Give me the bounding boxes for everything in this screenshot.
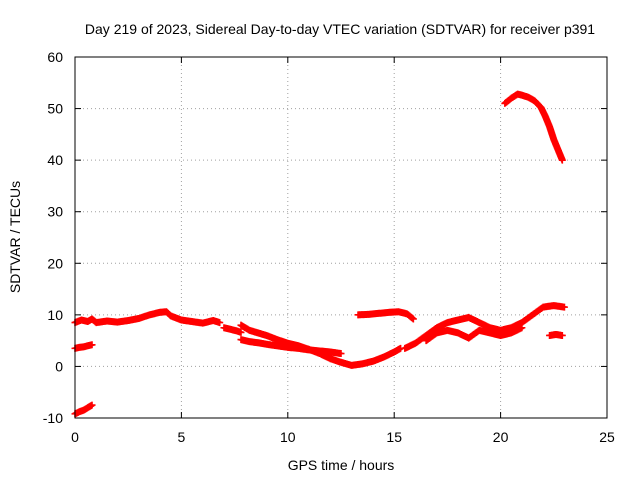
y-tick-label: 10 xyxy=(47,307,63,323)
y-tick-label: 60 xyxy=(47,49,63,65)
chart-title: Day 219 of 2023, Sidereal Day-to-day VTE… xyxy=(85,21,595,37)
x-tick-label: 10 xyxy=(280,429,296,445)
data-point xyxy=(558,156,566,164)
plot-frame xyxy=(74,56,608,419)
data-point xyxy=(558,331,566,339)
data-point xyxy=(518,324,526,332)
series-mid-decline-c xyxy=(237,336,345,358)
x-tick-label: 20 xyxy=(493,429,509,445)
data-point xyxy=(560,303,568,311)
data-point xyxy=(88,341,96,349)
series-late-tail xyxy=(546,330,566,339)
y-tick-label: 40 xyxy=(47,152,63,168)
x-axis-label: GPS time / hours xyxy=(288,457,395,473)
data-point xyxy=(237,328,245,336)
axis-ticks: 0 5 10 15 20 25 -10 0 10 20 30 40 50 60 xyxy=(43,49,615,445)
series-late-rise xyxy=(401,302,568,352)
series-mid-decline-b xyxy=(237,321,405,369)
series-mid-decline-a xyxy=(220,324,245,336)
series-high-arc xyxy=(501,90,566,164)
series-late-low xyxy=(422,324,526,345)
x-tick-label: 15 xyxy=(386,429,402,445)
series-main-early xyxy=(71,308,224,327)
data-point xyxy=(409,315,417,323)
y-tick-label: 50 xyxy=(47,101,63,117)
y-tick-label: 30 xyxy=(47,204,63,220)
series-neg-start xyxy=(71,401,96,418)
data-point xyxy=(216,319,224,327)
y-tick-label: 20 xyxy=(47,255,63,271)
x-tick-label: 0 xyxy=(71,429,79,445)
y-tick-label: 0 xyxy=(55,358,63,374)
data-point xyxy=(337,350,345,358)
series-low-start xyxy=(71,341,96,352)
data-points xyxy=(71,90,568,418)
x-tick-label: 5 xyxy=(178,429,186,445)
data-point xyxy=(88,401,96,409)
y-tick-label: -10 xyxy=(43,410,63,426)
y-axis-label: SDTVAR / TECUs xyxy=(7,181,23,293)
series-upper-mid xyxy=(354,308,417,323)
x-tick-label: 25 xyxy=(599,429,615,445)
